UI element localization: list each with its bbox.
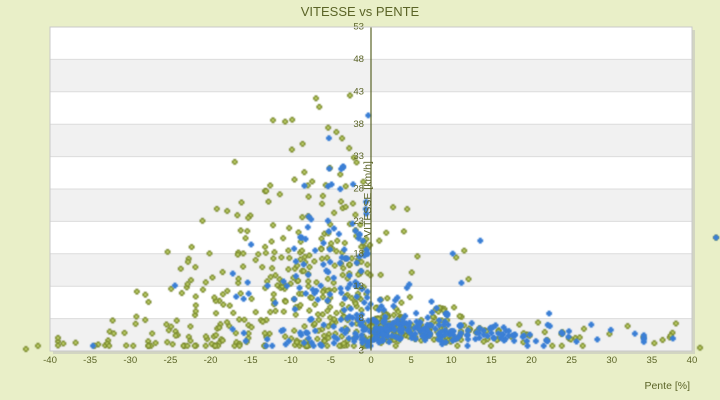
svg-text:-25: -25 — [163, 355, 177, 366]
svg-text:13: 13 — [353, 281, 364, 292]
svg-text:-15: -15 — [244, 355, 258, 366]
svg-text:38: 38 — [353, 119, 364, 130]
svg-text:10: 10 — [446, 355, 457, 366]
svg-text:48: 48 — [353, 54, 364, 65]
svg-text:30: 30 — [606, 355, 617, 366]
svg-text:-10: -10 — [284, 355, 298, 366]
svg-text:25: 25 — [566, 355, 577, 366]
svg-text:5: 5 — [408, 355, 413, 366]
svg-text:VITESSE [km/h]: VITESSE [km/h] — [362, 161, 374, 237]
svg-text:-20: -20 — [204, 355, 218, 366]
svg-text:-30: -30 — [123, 355, 137, 366]
svg-text:0: 0 — [368, 355, 373, 366]
svg-text:40: 40 — [687, 355, 698, 366]
svg-text:20: 20 — [526, 355, 537, 366]
svg-text:18: 18 — [353, 248, 364, 259]
svg-text:8: 8 — [359, 313, 364, 324]
svg-text:43: 43 — [353, 86, 364, 97]
svg-text:33: 33 — [353, 151, 364, 162]
svg-text:Pente [%]: Pente [%] — [644, 380, 690, 392]
svg-text:-5: -5 — [327, 355, 336, 366]
svg-text:-40: -40 — [43, 355, 57, 366]
svg-text:35: 35 — [647, 355, 658, 366]
svg-text:-35: -35 — [83, 355, 97, 366]
svg-text:15: 15 — [486, 355, 497, 366]
